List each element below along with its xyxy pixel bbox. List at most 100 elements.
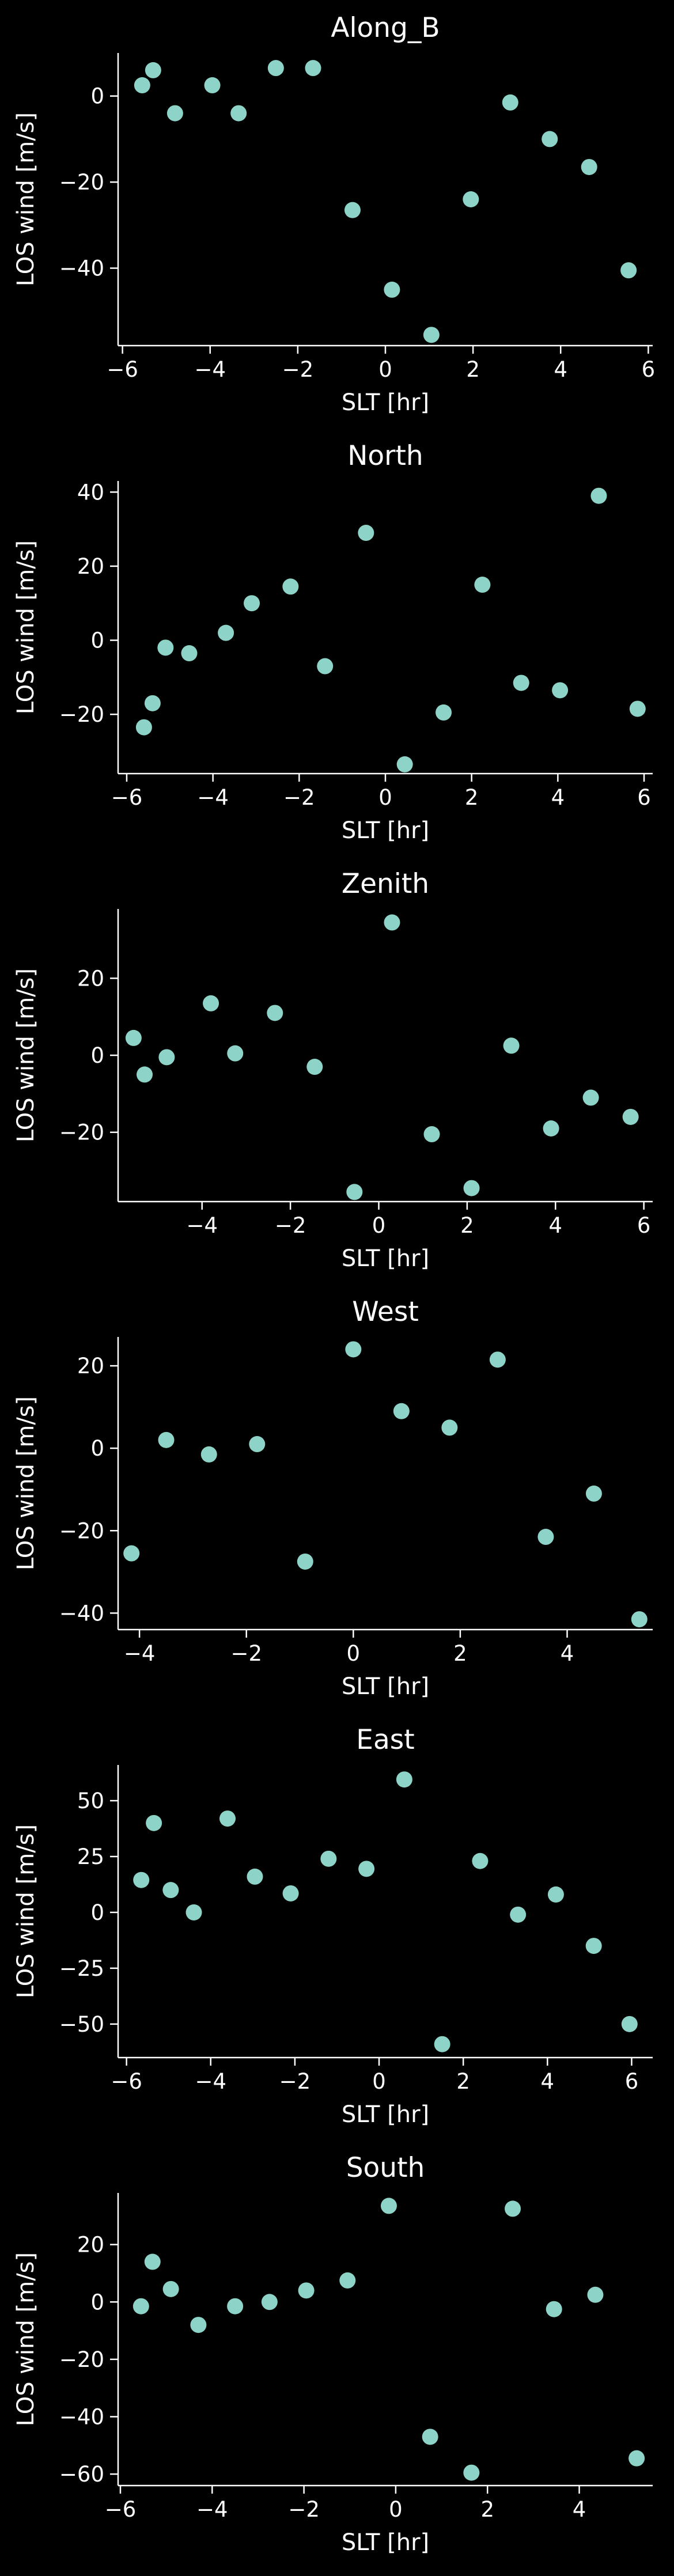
data-point <box>629 700 646 717</box>
y-axis-label: LOS wind [m/s] <box>13 1396 39 1570</box>
data-point <box>510 1906 527 1923</box>
data-point <box>135 719 152 736</box>
data-point <box>230 105 247 122</box>
x-axis-label: SLT [hr] <box>342 1673 429 1700</box>
x-tick-label: 0 <box>347 1641 361 1666</box>
x-tick-label: 0 <box>378 357 392 382</box>
data-point <box>227 2298 244 2314</box>
data-point <box>502 94 518 111</box>
data-point <box>384 281 400 298</box>
y-tick-label: −60 <box>59 2462 104 2487</box>
chart-title: Zenith <box>342 868 429 900</box>
x-tick-label: −6 <box>105 2497 137 2522</box>
data-point <box>157 639 174 656</box>
data-point <box>317 658 334 675</box>
data-point <box>542 131 558 147</box>
data-point <box>203 995 219 1012</box>
x-tick-label: 2 <box>456 2069 470 2094</box>
data-point <box>537 1529 554 1545</box>
y-tick-label: −20 <box>59 1120 104 1145</box>
y-tick-label: −50 <box>59 2012 104 2037</box>
data-point <box>503 1037 520 1054</box>
data-point <box>247 1868 263 1885</box>
x-tick-label: −4 <box>186 1213 218 1238</box>
data-point <box>123 1545 140 1562</box>
x-tick-label: 0 <box>389 2497 403 2522</box>
data-point <box>134 77 150 94</box>
data-point <box>463 2464 480 2481</box>
data-point <box>162 1882 179 1899</box>
x-axis-label: SLT [hr] <box>342 2101 429 2128</box>
x-axis-label: SLT [hr] <box>342 389 429 416</box>
x-tick-label: −2 <box>279 2069 311 2094</box>
data-point <box>144 695 161 711</box>
data-point <box>547 1886 564 1903</box>
y-tick-label: 50 <box>77 1789 104 1813</box>
x-tick-label: −4 <box>195 2069 226 2094</box>
y-tick-label: −40 <box>59 1601 104 1626</box>
y-tick-label: −20 <box>59 702 104 727</box>
data-point <box>422 2429 438 2445</box>
data-point <box>320 1850 337 1867</box>
data-point <box>267 60 284 77</box>
x-tick-label: −6 <box>111 785 143 810</box>
chart-title: Along_B <box>331 12 440 44</box>
x-tick-label: −2 <box>275 1213 306 1238</box>
y-axis-label: LOS wind [m/s] <box>13 1824 39 1998</box>
x-tick-label: −2 <box>282 357 314 382</box>
chart-title: East <box>356 1724 414 1756</box>
chart-4: East −6 −4 −2 0 2 4 6 −50 −25 0 25 50 SLT [hr] LOS win… <box>13 1724 653 2128</box>
data-point <box>244 595 260 612</box>
x-tick-label: 0 <box>372 1213 386 1238</box>
x-tick-label: −6 <box>107 357 138 382</box>
x-tick-label: 2 <box>480 2497 494 2522</box>
data-point <box>344 202 361 218</box>
data-point <box>158 1431 175 1448</box>
x-tick-label: 4 <box>561 1641 574 1666</box>
y-tick-label: 0 <box>90 84 104 109</box>
data-point <box>581 158 597 175</box>
data-point <box>384 914 400 931</box>
data-point <box>489 1351 506 1368</box>
y-tick-label: 40 <box>77 480 104 505</box>
data-point <box>582 1089 599 1106</box>
y-tick-label: 0 <box>90 1900 104 1925</box>
data-point <box>125 1029 142 1046</box>
y-tick-label: 0 <box>90 628 104 653</box>
x-tick-label: 6 <box>637 1213 651 1238</box>
data-point <box>261 2294 278 2310</box>
x-axis-label: SLT [hr] <box>342 817 429 844</box>
x-tick-label: 6 <box>637 785 651 810</box>
y-tick-label: 0 <box>90 2290 104 2314</box>
data-point <box>543 1120 559 1137</box>
x-tick-label: 2 <box>466 357 480 382</box>
x-tick-label: 6 <box>625 2069 639 2094</box>
y-axis-label: LOS wind [m/s] <box>13 112 39 286</box>
chart-title: West <box>352 1296 419 1328</box>
data-point <box>474 577 491 593</box>
x-tick-label: 2 <box>460 1213 474 1238</box>
data-point <box>345 1341 362 1358</box>
data-point <box>219 1810 236 1827</box>
y-tick-label: 0 <box>90 1043 104 1068</box>
y-axis-label: LOS wind [m/s] <box>13 540 39 714</box>
data-point <box>358 1861 375 1877</box>
data-point <box>423 327 440 343</box>
data-point <box>358 525 374 541</box>
x-tick-label: 4 <box>554 357 567 382</box>
y-tick-label: 20 <box>77 1354 104 1378</box>
data-point <box>590 487 607 504</box>
data-point <box>181 645 198 662</box>
data-point <box>339 2272 356 2289</box>
data-point <box>423 1126 440 1143</box>
data-point <box>585 1938 602 1954</box>
data-point <box>628 2450 645 2467</box>
data-point <box>190 2317 207 2333</box>
y-tick-label: −20 <box>59 170 104 195</box>
data-point <box>441 1419 458 1436</box>
y-tick-label: 20 <box>77 2233 104 2257</box>
data-point <box>393 1403 410 1419</box>
data-point <box>267 1005 283 1021</box>
